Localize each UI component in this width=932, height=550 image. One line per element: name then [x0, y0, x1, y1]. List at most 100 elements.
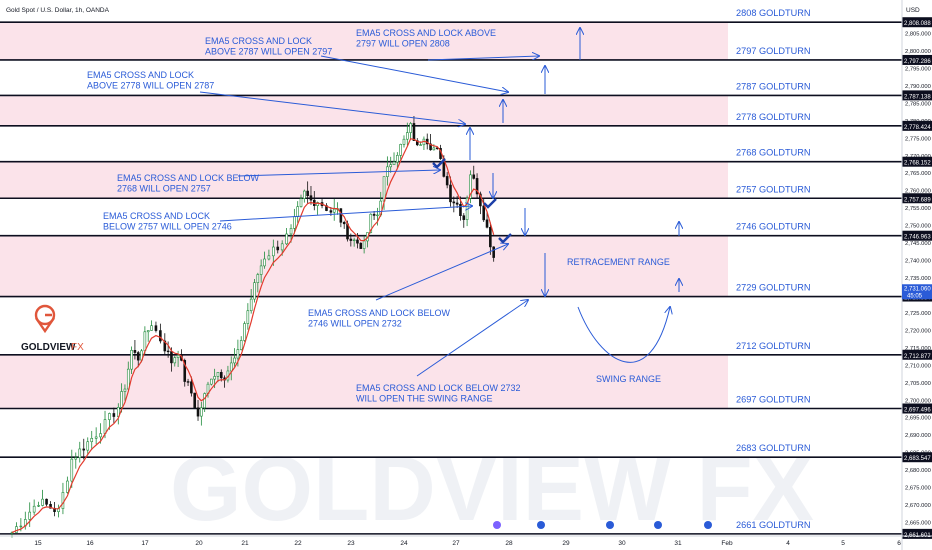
candle	[159, 323, 162, 344]
price-series	[10, 116, 495, 538]
candle-body	[267, 255, 271, 260]
time-tick: 17	[141, 540, 149, 547]
candle-body	[475, 178, 479, 195]
candle-body	[396, 155, 399, 163]
candle	[359, 242, 363, 249]
candle-body	[37, 505, 40, 507]
candle	[372, 211, 376, 220]
candle-body	[186, 381, 190, 383]
annotation-text: 2797 WILL OPEN 2808	[356, 39, 450, 49]
price-tick: 2,800.000	[905, 49, 931, 55]
candle	[485, 212, 489, 229]
goldturn-label: 2729 GOLDTURN	[736, 283, 811, 293]
candle-body	[462, 215, 466, 220]
swing-arc	[577, 307, 670, 363]
logo-text: GOLDVIEW	[21, 342, 76, 353]
candle-body	[402, 138, 406, 145]
candle-body	[143, 331, 147, 352]
candle-body	[103, 419, 107, 434]
candle-body	[276, 246, 280, 251]
currency-label: USD	[906, 7, 920, 14]
price-tick: 2,685.000	[905, 451, 931, 457]
candle-body	[200, 407, 203, 417]
time-tick: 15	[34, 540, 42, 547]
price-tick: 2,780.000	[905, 119, 931, 125]
candle-body	[382, 176, 386, 202]
goldturn-levels: 2808 GOLDTURN 2797 GOLDTURN 2787 GOLDTURN 2…	[0, 8, 902, 535]
candle-body	[429, 143, 432, 151]
annotation-text: EMA5 CROSS AND LOCK	[205, 36, 312, 46]
candle	[475, 173, 479, 199]
candle	[296, 201, 299, 224]
price-tick: 2,670.000	[905, 503, 931, 509]
candle-body	[243, 323, 246, 341]
goldturn-label: 2697 GOLDTURN	[736, 394, 811, 404]
time-tick: 23	[347, 540, 355, 547]
price-tag-text: 2,746.963	[904, 235, 931, 241]
candle-body	[170, 351, 173, 364]
label-column	[728, 0, 902, 550]
event-icon[interactable]	[537, 521, 545, 529]
event-icon[interactable]	[704, 521, 712, 529]
price-tick: 2,715.000	[905, 346, 931, 352]
candle	[489, 222, 492, 255]
candle-body	[130, 350, 133, 370]
time-tick: 4	[786, 540, 790, 547]
price-tag-box	[902, 54, 932, 65]
annotation-text: EMA5 CROSS AND LOCK	[87, 70, 194, 80]
price-axis[interactable]: 2,808.088 2,797.286 2,787.138 2,778.424 2,76…	[901, 0, 932, 550]
candle-body	[419, 144, 422, 146]
candle	[303, 189, 306, 203]
price-tick: 2,705.000	[905, 381, 931, 387]
candle-body	[70, 458, 74, 482]
watermark: GOLDVIEW FX	[170, 438, 814, 540]
candle	[472, 165, 476, 180]
candle-body	[459, 203, 462, 217]
candle-body	[233, 357, 236, 364]
goldturn-label: 2787 GOLDTURN	[736, 81, 811, 91]
current-price-tag	[902, 284, 932, 300]
candle-body	[136, 352, 140, 361]
candle	[429, 134, 432, 151]
annotation-arrows	[199, 28, 679, 377]
candle-body	[412, 123, 416, 141]
candle	[462, 213, 466, 228]
candle-body	[90, 438, 94, 443]
price-tick: 2,690.000	[905, 433, 931, 439]
logo-suffix: FX	[71, 342, 84, 353]
price-tick: 2,770.000	[905, 154, 931, 160]
candle	[210, 378, 213, 386]
goldturn-label: 2746 GOLDTURN	[736, 222, 811, 232]
price-tag: 2,697.496	[902, 403, 932, 414]
candle	[120, 383, 123, 413]
candle-body	[369, 213, 373, 233]
time-tick: 27	[452, 540, 460, 547]
candle-body	[329, 210, 333, 213]
price-tick: 2,740.000	[905, 259, 931, 265]
candle	[78, 441, 82, 463]
price-tick: 2,745.000	[905, 241, 931, 247]
candle-body	[293, 216, 296, 229]
candle-body	[303, 190, 306, 199]
candle-body	[356, 239, 359, 244]
candle	[342, 220, 346, 229]
annotation-text: ABOVE 2778 WILL OPEN 2787	[87, 81, 214, 91]
price-tick: 2,790.000	[905, 84, 931, 90]
event-icon[interactable]	[606, 521, 614, 529]
candle-body	[445, 176, 449, 186]
price-tag-text: 2,757.689	[904, 197, 931, 203]
time-tick: 20	[195, 540, 203, 547]
time-axis[interactable]: 15 16 17 20 21 22 23 24 27 28 29 30 31 Feb 4 5 6	[0, 521, 932, 547]
event-icon[interactable]	[493, 521, 501, 529]
candle-body	[133, 350, 137, 353]
candle-body	[406, 132, 409, 140]
candle	[166, 341, 170, 358]
price-tick: 2,760.000	[905, 189, 931, 195]
candle	[186, 378, 190, 386]
candle-body	[296, 206, 299, 218]
event-icon[interactable]	[654, 521, 662, 529]
candle	[396, 152, 399, 169]
price-tick: 2,665.000	[905, 521, 931, 527]
price-tag-box	[902, 349, 932, 360]
candle-body	[123, 388, 127, 392]
